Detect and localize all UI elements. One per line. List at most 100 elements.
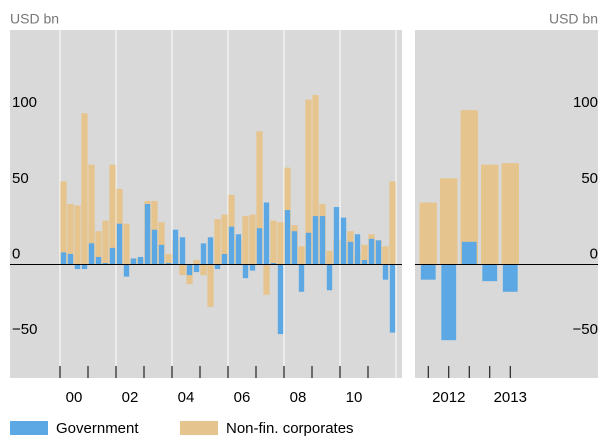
bar <box>361 259 368 265</box>
bar <box>249 264 256 271</box>
bar <box>305 232 312 265</box>
bar <box>270 220 277 265</box>
y-axis-label: USD bn <box>549 11 598 27</box>
bar <box>312 95 319 265</box>
bar <box>165 253 172 265</box>
bar <box>461 241 477 265</box>
bar <box>74 205 81 265</box>
bar <box>277 222 284 265</box>
bar <box>109 164 116 265</box>
bar <box>95 231 102 265</box>
bar <box>270 263 277 265</box>
bar <box>221 214 228 265</box>
bar <box>193 259 200 265</box>
x-tick-label: 10 <box>346 389 363 406</box>
bar <box>312 216 319 265</box>
bar <box>102 263 109 265</box>
bar <box>298 246 305 265</box>
bar <box>333 207 340 265</box>
bar <box>382 246 389 265</box>
x-tick-label: 2012 <box>432 389 465 406</box>
bar <box>326 264 333 291</box>
y-tick-label: −50 <box>573 321 598 338</box>
legend-swatch <box>10 421 48 435</box>
bar <box>460 110 478 265</box>
bar <box>256 131 263 265</box>
legend-label: Government <box>56 420 139 437</box>
y-tick-label: 100 <box>12 94 37 111</box>
bar <box>263 202 270 265</box>
bar <box>502 264 518 292</box>
bar <box>298 264 305 292</box>
y-tick-label: 0 <box>12 245 20 262</box>
bar <box>123 264 130 277</box>
bar <box>88 164 95 265</box>
bar <box>256 228 263 265</box>
bar <box>200 243 207 265</box>
bar <box>60 181 67 265</box>
bar <box>137 256 144 265</box>
bar <box>130 258 137 265</box>
bar <box>158 244 165 265</box>
y-tick-label: 100 <box>573 94 598 111</box>
bar <box>347 241 354 265</box>
y-tick-label: −50 <box>12 321 37 338</box>
x-tick-label: 06 <box>234 389 251 406</box>
bar <box>95 256 102 265</box>
bar <box>319 216 326 265</box>
bar <box>326 250 333 265</box>
bar <box>481 164 499 265</box>
bar <box>263 264 270 295</box>
bar <box>116 223 123 265</box>
bar <box>214 264 221 270</box>
bar <box>144 204 151 265</box>
bar <box>158 222 165 265</box>
bar <box>361 244 368 265</box>
bar <box>200 264 207 276</box>
panel-background <box>10 30 402 378</box>
y-tick-label: 0 <box>590 245 598 262</box>
bar <box>420 264 436 280</box>
bar <box>179 237 186 265</box>
bar <box>277 264 284 335</box>
y-tick-label: 50 <box>581 170 598 187</box>
x-tick-label: 08 <box>290 389 307 406</box>
y-axis-label: USD bn <box>10 11 59 27</box>
bar <box>375 240 382 265</box>
legend-swatch <box>180 421 218 435</box>
bar <box>102 220 109 265</box>
bar <box>382 264 389 280</box>
bar <box>482 264 498 282</box>
bar <box>81 264 88 270</box>
bar <box>221 253 228 265</box>
bar <box>419 202 437 265</box>
x-tick-label: 2013 <box>494 389 527 406</box>
bar <box>165 263 172 265</box>
x-tick-label: 02 <box>122 389 139 406</box>
bar <box>88 243 95 265</box>
bar <box>172 229 179 265</box>
bar <box>60 252 67 265</box>
bar <box>186 264 193 276</box>
legend-label: Non-fin. corporates <box>226 420 354 437</box>
bar <box>441 264 457 341</box>
bar <box>440 178 458 265</box>
bar <box>389 181 396 265</box>
bar <box>242 216 249 265</box>
y-tick-label: 50 <box>12 170 29 187</box>
x-tick-label: 00 <box>66 389 83 406</box>
bar <box>291 231 298 265</box>
bar <box>67 253 74 265</box>
bar <box>340 217 347 265</box>
bar <box>354 234 361 265</box>
bar <box>228 226 235 265</box>
bar <box>193 264 200 273</box>
bar <box>179 264 186 276</box>
x-tick-label: 04 <box>178 389 195 406</box>
bar <box>214 219 221 265</box>
bar <box>305 99 312 265</box>
bar <box>235 234 242 265</box>
bar <box>74 264 81 270</box>
bar <box>207 264 214 307</box>
